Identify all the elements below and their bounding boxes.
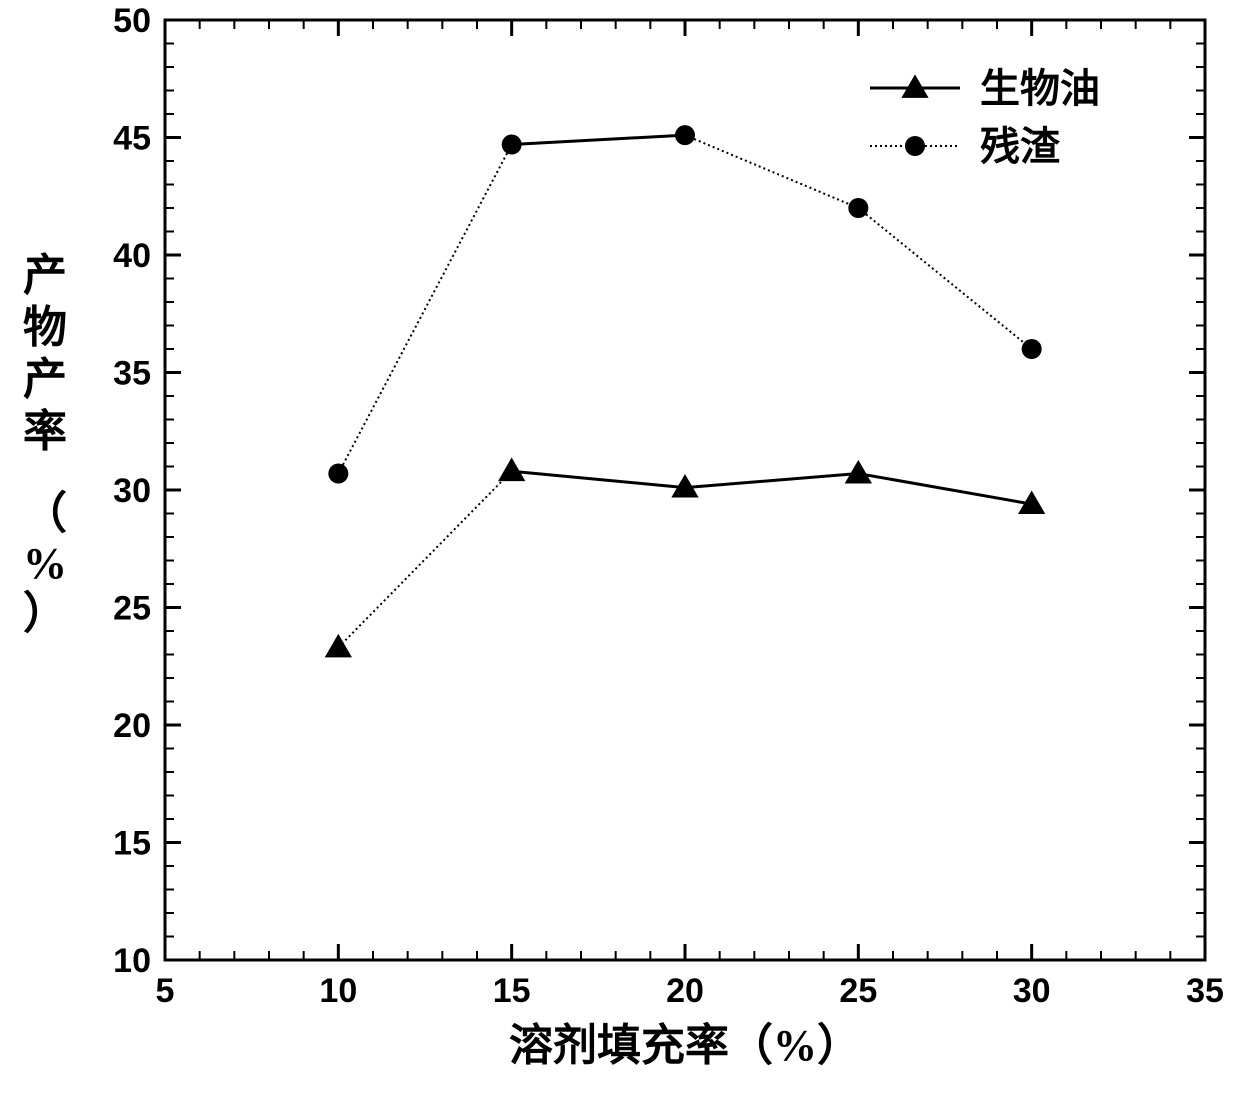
y-tick-label: 45 [113, 120, 151, 158]
legend-label-residue: 残渣 [980, 124, 1061, 169]
y-axis-title-char: 物 [23, 303, 67, 352]
series-residue-segment [338, 145, 511, 474]
x-tick-label: 10 [319, 972, 357, 1010]
series-bio-oil-segment [858, 474, 1031, 505]
series-bio-oil-marker [845, 460, 872, 484]
legend-marker-residue [905, 136, 925, 156]
series-bio-oil-segment [685, 474, 858, 488]
y-axis-title-char: % [23, 539, 67, 588]
x-axis-title: 溶剂填充率（%） [509, 1021, 861, 1070]
x-tick-label: 30 [1013, 972, 1051, 1010]
y-axis-title-char: 产 [23, 355, 67, 404]
series-bio-oil-marker [325, 634, 352, 658]
series-residue-segment [685, 135, 858, 208]
legend-marker-bio-oil [901, 74, 928, 98]
y-tick-label: 50 [113, 2, 151, 40]
legend-label-bio-oil: 生物油 [980, 66, 1100, 111]
y-axis-title-char: 率 [23, 407, 67, 456]
x-tick-label: 15 [493, 972, 531, 1010]
series-residue-segment [858, 208, 1031, 349]
series-residue-marker [502, 135, 522, 155]
y-tick-label: 40 [113, 237, 151, 275]
y-tick-label: 15 [113, 825, 151, 863]
series-bio-oil [325, 458, 1046, 658]
series-residue-marker [1022, 339, 1042, 359]
y-axis-title-char: ） [23, 589, 67, 638]
series-bio-oil-segment [338, 471, 511, 647]
y-tick-label: 20 [113, 707, 151, 745]
series-residue [328, 125, 1041, 483]
y-tick-label: 25 [113, 590, 151, 628]
x-tick-label: 25 [839, 972, 877, 1010]
legend: 生物油残渣 [870, 66, 1100, 169]
y-tick-label: 10 [113, 942, 151, 980]
series-residue-marker [328, 464, 348, 484]
x-tick-label: 5 [156, 972, 175, 1010]
series-residue-marker [675, 125, 695, 145]
y-axis-title-char: （ [23, 489, 67, 538]
y-tick-label: 30 [113, 472, 151, 510]
series-residue-segment [512, 135, 685, 144]
y-tick-label: 35 [113, 355, 151, 393]
series-residue-marker [848, 198, 868, 218]
series-bio-oil-segment [512, 471, 685, 487]
chart-svg: 5101520253035101520253035404550溶剂填充率（%）产… [0, 0, 1240, 1094]
y-axis-title-char: 产 [23, 251, 67, 300]
chart-container: 5101520253035101520253035404550溶剂填充率（%）产… [0, 0, 1240, 1094]
x-tick-label: 20 [666, 972, 704, 1010]
series-bio-oil-marker [498, 458, 525, 482]
x-tick-label: 35 [1186, 972, 1224, 1010]
y-axis-title: 产物产率（%） [23, 251, 67, 638]
